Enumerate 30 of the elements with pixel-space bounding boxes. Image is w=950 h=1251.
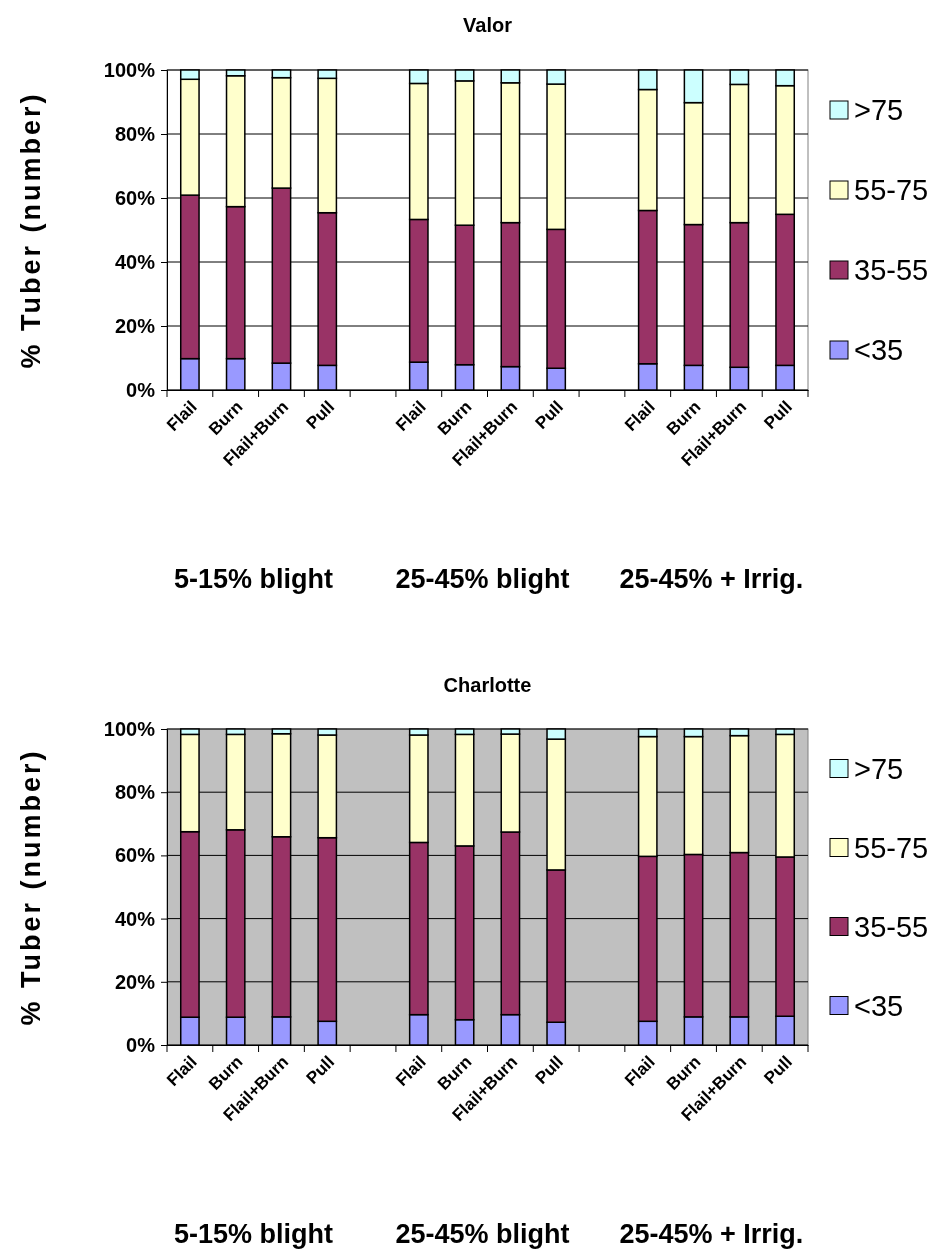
y-tick-label: 0% <box>126 1033 156 1056</box>
text: 25-45% + Irrig. <box>619 1219 804 1249</box>
y-tick-label: 20% <box>114 314 156 337</box>
legend-label: 35-55 <box>854 254 929 286</box>
chart-title: Valor <box>463 14 513 36</box>
text: 25-45% blight <box>395 1219 570 1249</box>
y-tick-label: 100% <box>103 58 156 81</box>
y-tick-label: 80% <box>114 122 156 145</box>
y-tick-label: 60% <box>114 186 156 209</box>
legend-label: <35 <box>854 989 904 1022</box>
text: 5-15% blight <box>174 564 334 594</box>
legend-label: 55-75 <box>854 831 929 864</box>
y-tick-label: 60% <box>114 844 156 867</box>
legend-label: <35 <box>854 334 904 366</box>
chart-title: Charlotte <box>443 674 532 696</box>
y-tick-label: 40% <box>114 907 156 930</box>
y-axis-title: % Tuber (number) <box>16 748 46 1026</box>
legend-label: 35-55 <box>854 910 929 943</box>
y-tick-label: 20% <box>114 970 156 993</box>
y-tick-label: 100% <box>103 717 156 740</box>
legend-label: >75 <box>854 94 904 126</box>
y-tick-label: 0% <box>126 378 156 401</box>
text: 25-45% blight <box>395 564 570 594</box>
text: 25-45% + Irrig. <box>619 564 804 594</box>
legend-label: >75 <box>854 752 904 785</box>
y-tick-label: 40% <box>114 250 156 273</box>
y-tick-label: 80% <box>114 781 156 804</box>
text: 5-15% blight <box>174 1219 334 1249</box>
legend-label: 55-75 <box>854 174 929 206</box>
y-axis-title: % Tuber (number) <box>16 91 46 369</box>
